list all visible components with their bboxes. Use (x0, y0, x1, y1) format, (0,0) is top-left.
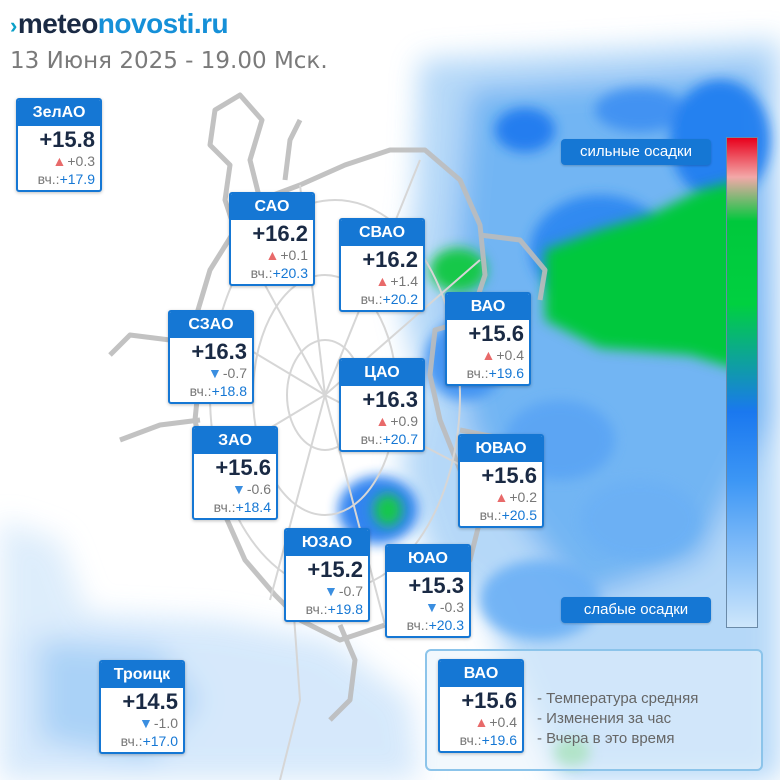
district-yesterday: вч.:+18.4 (213, 499, 271, 515)
district-yesterday: вч.:+17.9 (37, 171, 95, 187)
triangle-up-icon: ▲ (265, 247, 280, 263)
district-name: ВАО (447, 294, 529, 320)
district-card-svao: СВАО +16.2 ▲+1.4 вч.:+20.2 (339, 218, 425, 312)
triangle-down-icon: ▼ (425, 599, 439, 615)
district-name: ЦАО (341, 360, 423, 386)
district-temperature: +15.8 (39, 127, 95, 152)
triangle-up-icon: ▲ (52, 153, 67, 169)
header: ›meteonovosti.ru 13 Июня 2025 - 19.00 Мс… (10, 8, 328, 74)
district-temperature: +15.3 (408, 573, 464, 598)
district-card-yuao: ЮАО +15.3 ▼-0.3 вч.:+20.3 (385, 544, 471, 638)
district-card-tsao: ЦАО +16.3 ▲+0.9 вч.:+20.7 (339, 358, 425, 452)
legend-example-card: ВАО +15.6 ▲+0.4 вч.:+19.6 (438, 659, 524, 753)
triangle-up-icon: ▲ (481, 347, 496, 363)
district-hourly-change: ▼-0.3 (425, 599, 464, 615)
district-temperature: +15.2 (307, 557, 363, 582)
district-name: ВАО (440, 661, 522, 687)
district-temperature: +16.3 (362, 387, 418, 412)
district-yesterday: вч.:+19.8 (305, 601, 363, 617)
district-yesterday: вч.:+18.8 (189, 383, 247, 399)
district-hourly-change: ▲+1.4 (375, 273, 419, 289)
map-datetime: 13 Июня 2025 - 19.00 Мск. (10, 48, 328, 74)
district-temperature: +16.3 (191, 339, 247, 364)
district-hourly-change: ▲+0.3 (52, 153, 96, 169)
district-card-szao: СЗАО +16.3 ▼-0.7 вч.:+18.8 (168, 310, 254, 404)
district-yesterday: вч.:+19.6 (459, 732, 517, 748)
triangle-down-icon: ▼ (324, 583, 338, 599)
precipitation-scale-bar (726, 137, 758, 628)
district-yesterday: вч.:+20.3 (250, 265, 308, 281)
district-name: ЮАО (387, 546, 469, 572)
district-hourly-change: ▼-0.7 (324, 583, 363, 599)
legend-box: ВАО +15.6 ▲+0.4 вч.:+19.6 - Температура … (425, 649, 763, 771)
scale-label-heavy: сильные осадки (561, 139, 711, 165)
district-temperature: +15.6 (461, 688, 517, 713)
district-hourly-change: ▲+0.9 (375, 413, 419, 429)
logo-chevron-icon: › (10, 13, 17, 38)
district-name: СВАО (341, 220, 423, 246)
triangle-up-icon: ▲ (375, 273, 390, 289)
district-name: Троицк (101, 662, 183, 688)
district-hourly-change: ▲+0.1 (265, 247, 309, 263)
legend-line-average: - Температура средняя (537, 690, 699, 707)
district-name: СЗАО (170, 312, 252, 338)
district-card-zao: ЗАО +15.6 ▼-0.6 вч.:+18.4 (192, 426, 278, 520)
district-yesterday: вч.:+19.6 (466, 365, 524, 381)
scale-label-light: слабые осадки (561, 597, 711, 623)
district-yesterday: вч.:+20.2 (360, 291, 418, 307)
district-temperature: +15.6 (481, 463, 537, 488)
triangle-up-icon: ▲ (375, 413, 390, 429)
district-hourly-change: ▲+0.4 (481, 347, 525, 363)
district-yesterday: вч.:+17.0 (120, 733, 178, 749)
district-card-zelao: ЗелАО +15.8 ▲+0.3 вч.:+17.9 (16, 98, 102, 192)
legend-line-yesterday: - Вчера в это время (537, 730, 675, 747)
district-hourly-change: ▲+0.2 (494, 489, 538, 505)
legend-descriptions: - Температура средняя - Изменения за час… (537, 689, 698, 749)
district-temperature: +15.6 (215, 455, 271, 480)
triangle-down-icon: ▼ (232, 481, 246, 497)
triangle-down-icon: ▼ (139, 715, 153, 731)
district-card-sao: САО +16.2 ▲+0.1 вч.:+20.3 (229, 192, 315, 286)
district-hourly-change: ▼-0.7 (208, 365, 247, 381)
district-name: ЗАО (194, 428, 276, 454)
district-yesterday: вч.:+20.7 (360, 431, 418, 447)
district-name: ЮЗАО (286, 530, 368, 556)
legend-line-hourly-change: - Изменения за час (537, 710, 672, 727)
district-temperature: +16.2 (362, 247, 418, 272)
district-yesterday: вч.:+20.3 (406, 617, 464, 633)
district-temperature: +14.5 (122, 689, 178, 714)
district-temperature: +15.6 (468, 321, 524, 346)
triangle-up-icon: ▲ (474, 714, 489, 730)
district-hourly-change: ▼-1.0 (139, 715, 178, 731)
district-temperature: +16.2 (252, 221, 308, 246)
district-hourly-change: ▲+0.4 (474, 714, 518, 730)
district-card-yuvao: ЮВАО +15.6 ▲+0.2 вч.:+20.5 (458, 434, 544, 528)
site-logo[interactable]: ›meteonovosti.ru (10, 8, 229, 39)
district-card-troitsk: Троицк +14.5 ▼-1.0 вч.:+17.0 (99, 660, 185, 754)
district-name: ЮВАО (460, 436, 542, 462)
district-name: САО (231, 194, 313, 220)
district-card-yuzao: ЮЗАО +15.2 ▼-0.7 вч.:+19.8 (284, 528, 370, 622)
district-card-vao: ВАО +15.6 ▲+0.4 вч.:+19.6 (445, 292, 531, 386)
triangle-down-icon: ▼ (208, 365, 222, 381)
district-yesterday: вч.:+20.5 (479, 507, 537, 523)
district-name: ЗелАО (18, 100, 100, 126)
triangle-up-icon: ▲ (494, 489, 509, 505)
district-hourly-change: ▼-0.6 (232, 481, 271, 497)
